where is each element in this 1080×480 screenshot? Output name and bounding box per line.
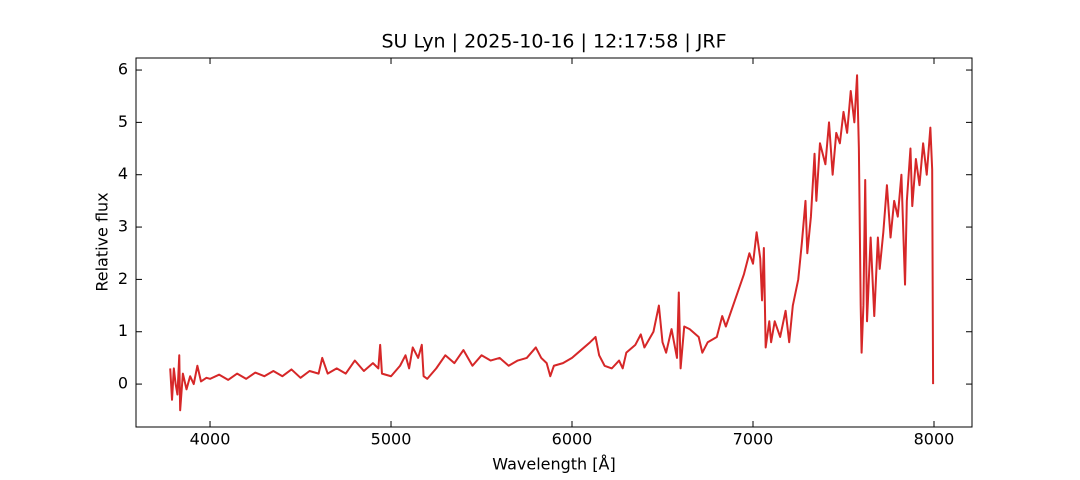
y-tick-label: 6 bbox=[118, 60, 128, 79]
x-tick-label: 5000 bbox=[371, 430, 412, 449]
spectrum-line bbox=[169, 74, 935, 412]
x-tick-label: 7000 bbox=[733, 430, 774, 449]
axes-frame bbox=[135, 57, 973, 428]
y-tick-label: 3 bbox=[118, 217, 128, 236]
y-tick-label: 1 bbox=[118, 321, 128, 340]
y-axis-label: Relative flux bbox=[93, 192, 112, 291]
x-tick-label: 8000 bbox=[914, 430, 955, 449]
plot-area bbox=[169, 74, 935, 412]
x-axis-label: Wavelength [Å] bbox=[492, 455, 615, 474]
x-tick-label: 4000 bbox=[190, 430, 231, 449]
y-tick-label: 4 bbox=[118, 164, 128, 183]
x-tick-label: 6000 bbox=[552, 430, 593, 449]
y-tick-label: 5 bbox=[118, 112, 128, 131]
chart-title: SU Lyn | 2025-10-16 | 12:17:58 | JRF bbox=[381, 31, 726, 53]
y-tick-label: 2 bbox=[118, 269, 128, 288]
y-tick-label: 0 bbox=[118, 374, 128, 393]
